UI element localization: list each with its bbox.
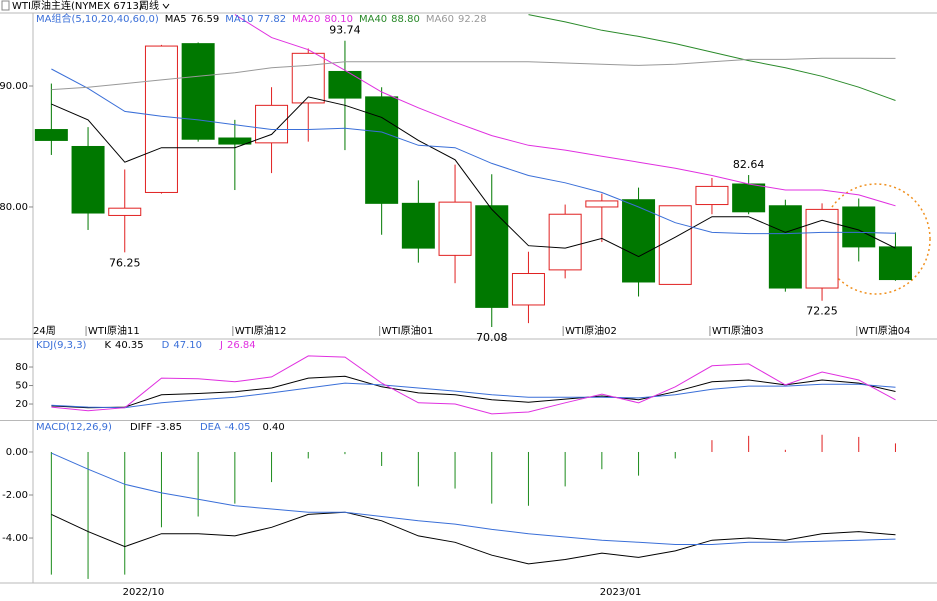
candle-body bbox=[732, 183, 766, 213]
low-label: 70.08 bbox=[476, 331, 508, 344]
readout-name: MA40 bbox=[359, 14, 387, 25]
candle-body bbox=[438, 201, 472, 256]
candle-body bbox=[365, 96, 399, 204]
indicator-line bbox=[51, 382, 896, 409]
high-label: 93.74 bbox=[329, 24, 361, 37]
candle-body bbox=[585, 200, 619, 208]
readout-value: 77.82 bbox=[257, 14, 286, 25]
low-label: 76.25 bbox=[109, 256, 141, 269]
indicator-readout: MACD(12,26,9) DIFF -3.85 DEA -4.05 0.40 bbox=[36, 422, 285, 433]
symbol-icon bbox=[1, 0, 10, 11]
period-count: 24周 bbox=[33, 325, 56, 337]
readout-name: MA20 bbox=[292, 14, 320, 25]
readout-name: DIFF bbox=[130, 422, 152, 433]
period-selector[interactable]: 周线 bbox=[139, 0, 159, 12]
date-label: 2022/10 bbox=[123, 587, 165, 598]
candle-body bbox=[658, 205, 692, 285]
candle-body bbox=[291, 52, 325, 104]
candle-body bbox=[768, 205, 802, 289]
indicator-name: MA组合(5,10,20,40,60,0) bbox=[36, 12, 159, 25]
candle-body bbox=[401, 202, 435, 249]
y-tick-label: 50 bbox=[15, 381, 28, 392]
indicator-readout: MA组合(5,10,20,40,60,0) MA5 76.59 MA10 77.82 MA… bbox=[36, 12, 487, 25]
indicator-line bbox=[51, 57, 896, 91]
y-tick-label: 90.00 bbox=[0, 81, 28, 92]
contract-label: WTI原油02 bbox=[565, 324, 617, 337]
period-dropdown-arrow[interactable] bbox=[162, 3, 170, 9]
readout-value: 0.40 bbox=[263, 422, 285, 433]
indicator-line bbox=[51, 355, 896, 415]
readout-name: D bbox=[162, 340, 170, 351]
readout-value: 40.35 bbox=[115, 340, 144, 351]
candle-body bbox=[622, 199, 656, 283]
date-label: 2023/01 bbox=[600, 587, 642, 598]
readout-name: DEA bbox=[200, 422, 221, 433]
contract-label: WTI原油04 bbox=[859, 324, 911, 337]
indicator-line bbox=[234, 14, 896, 207]
indicator-line bbox=[51, 511, 896, 565]
readout-value: 76.59 bbox=[191, 14, 220, 25]
y-tick-label: 80 bbox=[15, 362, 28, 373]
indicator-line bbox=[51, 375, 896, 409]
readout-name: J bbox=[219, 340, 223, 351]
y-tick-label: -4.00 bbox=[2, 533, 28, 544]
indicator-readout: KDJ(9,3,3) K 40.35 D 47.10 J 26.84 bbox=[36, 340, 256, 351]
y-tick-label: 20 bbox=[15, 399, 28, 410]
low-label: 72.25 bbox=[806, 305, 838, 318]
candle-body bbox=[511, 273, 545, 306]
candle-body bbox=[255, 104, 289, 144]
candle-body bbox=[108, 207, 142, 216]
readout-value: -4.05 bbox=[225, 422, 251, 433]
candle-body bbox=[328, 70, 362, 99]
indicator-line bbox=[528, 14, 896, 101]
symbol-title: WTI原油主连(NYMEX 6713) bbox=[12, 0, 143, 12]
y-tick-label: 80.00 bbox=[0, 202, 28, 213]
indicator-name: KDJ(9,3,3) bbox=[36, 340, 87, 351]
contract-label: WTI原油11 bbox=[88, 324, 140, 337]
indicator-name: MACD(12,26,9) bbox=[36, 422, 112, 433]
candle-body bbox=[842, 206, 876, 248]
readout-name: K bbox=[104, 340, 111, 351]
contract-label: WTI原油03 bbox=[712, 324, 764, 337]
readout-name: MA10 bbox=[225, 14, 253, 25]
candle-body bbox=[548, 213, 582, 271]
high-label: 82.64 bbox=[733, 158, 765, 171]
contract-label: WTI原油12 bbox=[235, 324, 287, 337]
indicator-line bbox=[51, 68, 896, 235]
readout-value: 88.80 bbox=[391, 14, 420, 25]
candle-body bbox=[218, 137, 252, 145]
readout-value: 26.84 bbox=[227, 340, 256, 351]
indicator-line bbox=[51, 96, 896, 258]
y-tick-label: 0.00 bbox=[6, 447, 28, 458]
candle-body bbox=[805, 208, 839, 289]
contract-label: WTI原油01 bbox=[382, 324, 434, 337]
candle-body bbox=[71, 145, 105, 214]
indicator-line bbox=[51, 452, 896, 545]
readout-value: 92.28 bbox=[458, 14, 487, 25]
readout-value: 80.10 bbox=[324, 14, 353, 25]
readout-name: MA5 bbox=[165, 14, 187, 25]
candle-body bbox=[475, 205, 509, 308]
readout-value: -3.85 bbox=[156, 422, 182, 433]
candle-body bbox=[695, 185, 729, 206]
readout-value: 47.10 bbox=[173, 340, 202, 351]
readout-name: MA60 bbox=[426, 14, 454, 25]
candle-body bbox=[144, 45, 178, 193]
candle-body bbox=[34, 129, 68, 141]
candle-body bbox=[181, 43, 215, 140]
candle-body bbox=[878, 246, 912, 281]
y-tick-label: -2.00 bbox=[2, 490, 28, 501]
